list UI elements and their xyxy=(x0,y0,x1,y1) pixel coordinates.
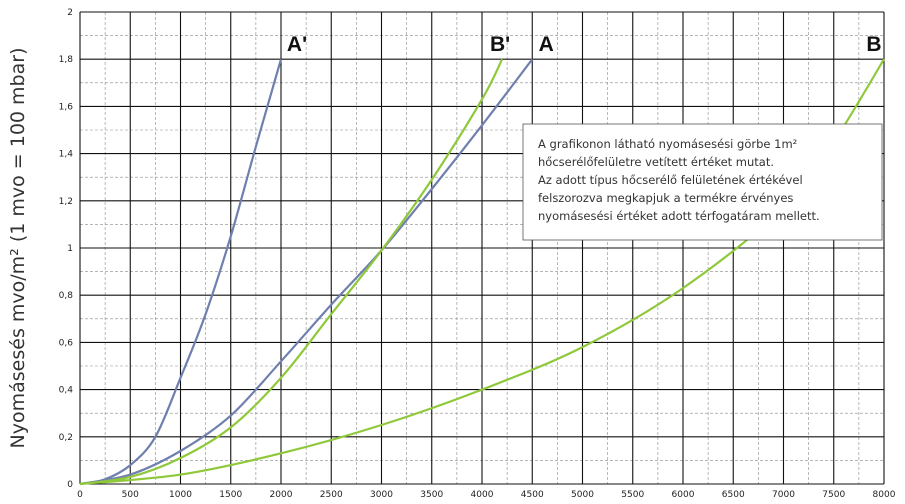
series-label-a-prime: A' xyxy=(287,33,307,56)
x-tick-label: 8000 xyxy=(873,490,896,500)
x-tick-label: 500 xyxy=(122,490,139,500)
x-tick-label: 5500 xyxy=(621,490,644,500)
x-tick-labels: 0 500 1000 1500 2000 2500 3000 3500 4000 4500 5000… xyxy=(77,490,896,500)
y-tick-label: 1 xyxy=(67,244,73,254)
y-tick-label: 1,8 xyxy=(59,55,74,65)
y-tick-labels: 0 0,2 0,4 0,6 0,8 1 1,2 1,4 1,6 1,8 2 xyxy=(59,8,74,490)
x-tick-label: 2500 xyxy=(320,490,343,500)
x-tick-label: 3000 xyxy=(370,490,393,500)
series-label-b-prime: B' xyxy=(490,33,510,56)
x-tick-label: 7500 xyxy=(822,490,845,500)
annotation-text: A grafikonon látható nyomásesési görbe 1… xyxy=(538,137,820,223)
annotation-box xyxy=(522,123,883,241)
series-labels: A' B' A B xyxy=(287,33,882,56)
major-grid xyxy=(79,11,885,485)
y-tick-label: 0 xyxy=(67,480,73,490)
x-tick-label: 3500 xyxy=(420,490,443,500)
annotation-line: nyomásesési értéket adott térfogatáram m… xyxy=(538,209,820,223)
x-tick-label: 4000 xyxy=(471,490,494,500)
series-line-b-prime xyxy=(79,58,504,486)
y-tick-label: 1,2 xyxy=(59,197,73,207)
series-label-a: A xyxy=(539,33,554,56)
annotation-line: A grafikonon látható nyomásesési görbe 1… xyxy=(538,137,797,151)
annotation-line: felszorozva megkapjuk a termékre érvénye… xyxy=(538,191,793,205)
y-tick-label: 1,4 xyxy=(59,150,74,160)
annotation-line: Az adott típus hőcserélő felületének ért… xyxy=(538,173,803,187)
y-tick-label: 0,2 xyxy=(59,433,73,443)
series-line-a xyxy=(79,58,534,486)
y-tick-label: 0,8 xyxy=(59,291,74,301)
annotation-line: hőcserélőfelületre vetített értéket muta… xyxy=(538,155,774,169)
y-tick-label: 2 xyxy=(67,8,73,18)
x-tick-label: 1000 xyxy=(169,490,192,500)
x-tick-label: 6000 xyxy=(672,490,695,500)
x-tick-label: 4500 xyxy=(521,490,544,500)
series-line-a-prime xyxy=(79,58,283,486)
series-label-b: B xyxy=(866,33,881,56)
y-axis-label: Nyomásesés mvo/m² (1 mvo = 100 mbar) xyxy=(7,48,29,449)
x-tick-label: 6500 xyxy=(722,490,745,500)
y-tick-label: 1,6 xyxy=(59,102,74,112)
y-tick-label: 0,6 xyxy=(59,338,74,348)
x-tick-label: 1500 xyxy=(219,490,242,500)
x-tick-label: 5000 xyxy=(571,490,594,500)
x-tick-label: 7000 xyxy=(772,490,795,500)
x-tick-label: 0 xyxy=(77,490,83,500)
y-tick-label: 0,4 xyxy=(59,386,74,396)
x-tick-label: 2000 xyxy=(270,490,293,500)
